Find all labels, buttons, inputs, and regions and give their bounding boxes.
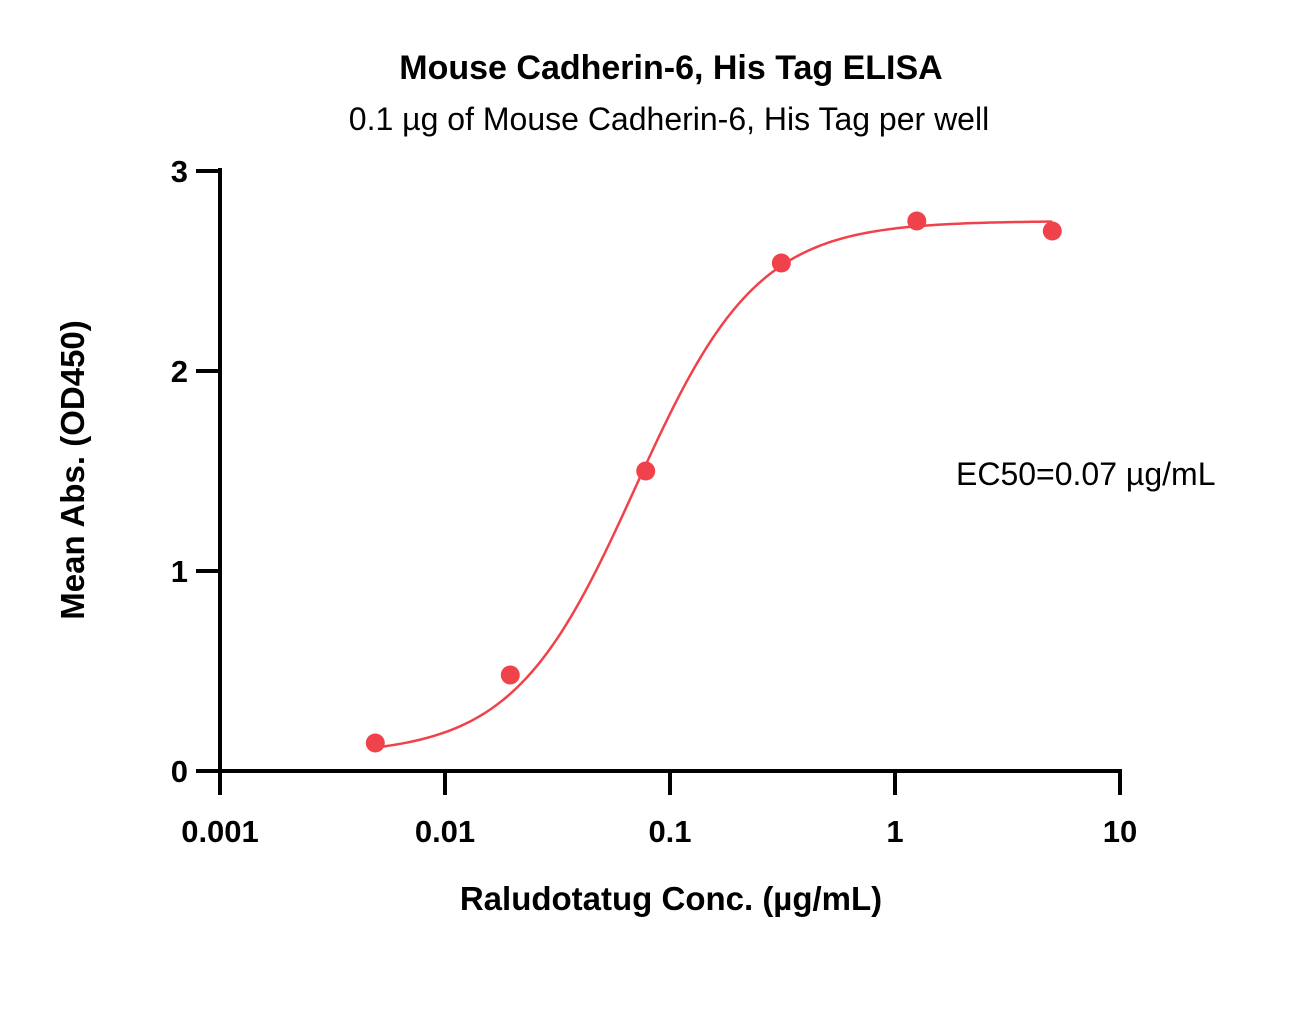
y-axis-label: Mean Abs. (OD450) — [54, 320, 91, 620]
data-point — [1042, 221, 1062, 241]
data-points — [365, 211, 1062, 753]
x-tick-label: 1 — [886, 814, 903, 849]
y-tick-label: 1 — [171, 554, 188, 589]
x-axis-label: Raludotatug Conc. (µg/mL) — [460, 880, 882, 917]
chart-subtitle: 0.1 µg of Mouse Cadherin-6, His Tag per … — [349, 101, 989, 137]
data-point — [907, 211, 927, 231]
data-point — [365, 733, 385, 753]
x-tick-label: 0.01 — [415, 814, 475, 849]
x-tick-label: 0.1 — [648, 814, 691, 849]
data-point — [771, 253, 791, 273]
fit-curve — [375, 220, 1053, 749]
x-ticks: 0.001 0.01 0.1 1 10 — [181, 771, 1137, 849]
y-ticks: 0 1 2 3 — [171, 154, 220, 789]
data-point — [500, 665, 520, 685]
data-point — [636, 461, 656, 481]
chart-title: Mouse Cadherin-6, His Tag ELISA — [399, 49, 942, 87]
x-tick-label: 0.001 — [181, 814, 259, 849]
x-tick-label: 10 — [1103, 814, 1137, 849]
y-tick-label: 2 — [171, 354, 188, 389]
y-tick-label: 3 — [171, 154, 188, 189]
ec50-annotation: EC50=0.07 µg/mL — [956, 456, 1215, 492]
y-tick-label: 0 — [171, 754, 188, 789]
